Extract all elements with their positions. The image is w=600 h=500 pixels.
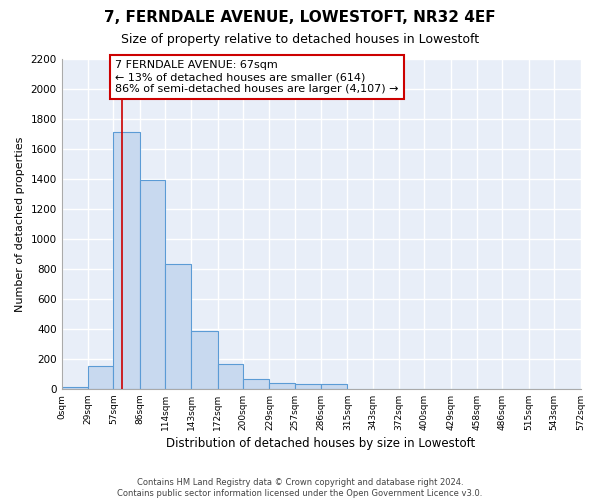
- Bar: [140, 180, 165, 389]
- Bar: [62, 386, 88, 389]
- Bar: [165, 264, 191, 389]
- Bar: [218, 364, 243, 389]
- Bar: [88, 366, 113, 389]
- Bar: [243, 379, 269, 389]
- Text: Size of property relative to detached houses in Lowestoft: Size of property relative to detached ho…: [121, 32, 479, 46]
- Y-axis label: Number of detached properties: Number of detached properties: [15, 136, 25, 312]
- Text: Contains HM Land Registry data © Crown copyright and database right 2024.
Contai: Contains HM Land Registry data © Crown c…: [118, 478, 482, 498]
- X-axis label: Distribution of detached houses by size in Lowestoft: Distribution of detached houses by size …: [166, 437, 476, 450]
- Bar: [191, 331, 218, 389]
- Bar: [113, 132, 140, 389]
- Text: 7 FERNDALE AVENUE: 67sqm
← 13% of detached houses are smaller (614)
86% of semi-: 7 FERNDALE AVENUE: 67sqm ← 13% of detach…: [115, 60, 398, 94]
- Text: 7, FERNDALE AVENUE, LOWESTOFT, NR32 4EF: 7, FERNDALE AVENUE, LOWESTOFT, NR32 4EF: [104, 10, 496, 25]
- Bar: [321, 384, 347, 389]
- Bar: [295, 384, 321, 389]
- Bar: [269, 383, 295, 389]
